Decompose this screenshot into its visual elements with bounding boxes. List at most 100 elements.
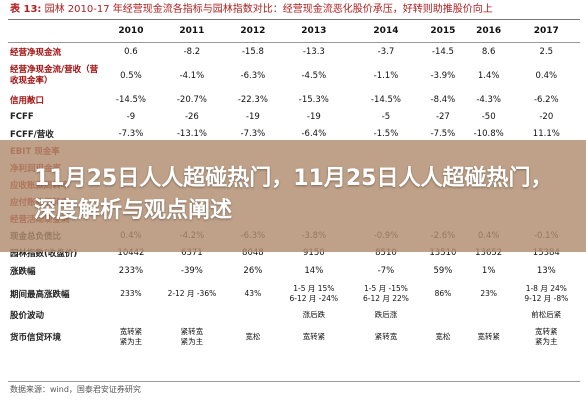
header-cell: 2011 [154,19,229,43]
table-cell: 跌后涨 [351,308,421,322]
monetary-row: 货币信贷环境 宽转紧 紧为主 紧转宽 紧为主 宽松 宽转紧 紧转宽 宽松 宽转紧 宽转紧 紧为主 [8,322,580,352]
table-row: FCFF -9 -26 -19 -19 -5 -27 -50 -20 [8,109,580,126]
cell-line: 宽松 [245,331,261,341]
cell-line: 43% [244,288,262,298]
cashflow-table: 2010 2011 2012 2013 2014 2015 2016 2017 … [8,19,580,352]
source-divider [8,381,580,382]
title-overlay-band [0,140,586,252]
table-cell: -15.8 [241,46,264,57]
table-cell: -4.5% [301,70,327,81]
period-row: 期间最高涨跌幅 233% 2-12 月 -36% 43% 1-5 月 15% 6-12 月… [8,280,580,308]
cell-line: 宽转紧 [119,326,143,336]
cell-line: 86% [434,288,452,298]
table-cell [421,308,465,322]
table-cell [229,308,277,322]
table-cell: -6.4% [301,129,327,139]
cell-line: 紧为主 [535,336,558,346]
table-cell: 11.1% [532,129,560,139]
table-cell: -50 [481,112,496,122]
cell-line: 紧为主 [180,336,204,346]
cell-line: 233% [120,288,142,298]
table-cell: -27 [435,112,450,122]
table-cell: 59% [433,265,453,276]
table-cell: 23% [465,280,513,308]
table-caption: 表 13: 园林 2010-17 年经营现金流各指标与园林指数对比：经营现金流恶… [10,2,576,18]
table-cell: -19 [306,112,321,122]
cell-line: 宽转紧 [302,331,326,341]
table-cell: 8510 [375,248,397,258]
table-cell: 8048 [242,248,264,258]
table-row: 经营净现金流/营收（营收现金率） 0.5% -4.1% -6.3% -4.5% -1.1%… [8,61,580,91]
source-note: 数据来源：wind，国泰君安证券研究 [10,385,141,394]
header-cell: 2010 [107,19,155,43]
table-row: 园林指数(收盘价) 10442 6371 8048 9150 8510 13510 13652… [8,245,580,262]
header-cell: 2017 [512,19,580,43]
row-label: FCFF/营收 [10,130,54,140]
cell-line: 前松后紧 [531,309,562,319]
table-cell: 233% [107,280,155,308]
header-cell: 2014 [350,19,422,43]
cell-line: 23% [480,288,497,298]
table-cell: -7.3% [240,129,266,139]
table-cell: -13.3 [302,46,325,57]
cell-line: 紧为主 [119,336,143,346]
row-label: 经营净现金流/营收（营收现金率） [10,64,99,86]
cell-line: 跌后涨 [374,309,398,319]
table-cell: -4.1% [179,70,205,81]
table-cell: -26 [184,112,199,122]
table-cell: -22.3% [237,94,268,105]
table-cell: -20 [539,112,554,122]
table-cell: -7.5% [430,129,456,139]
row-label: 园林指数(收盘价) [10,249,78,259]
table-cell: -15.3% [298,94,329,105]
table-cell: 紧转宽 紧为主 [155,322,229,352]
table-cell: 6371 [181,248,203,258]
table-header-row: 2010 2011 2012 2013 2014 2015 2016 2017 [8,19,580,43]
table-cell: 9150 [303,248,325,258]
table-cell: 1.4% [477,70,500,81]
table-cell: 涨后跌 [277,308,351,322]
table-cell: 紧转宽 [351,322,421,352]
table-cell: -14.5% [115,94,146,105]
table-cell: 宽转紧 紧为主 [513,322,580,352]
table-cell: 宽转紧 [465,322,513,352]
row-label: 股价波动 [10,310,45,321]
table-cell: 10442 [117,248,145,258]
cell-line: 6-12 月 22% [362,293,409,303]
header-cell: 2012 [228,19,277,43]
table-cell: 宽转紧 紧为主 [107,322,155,352]
table-cell: 2-12 月 -36% [155,280,229,308]
table-cell: -7% [377,265,395,276]
table-row: 经营净现金流 0.6 -8.2 -15.8 -13.3 -3.7 -14.5 8.6 2.5 [8,43,580,61]
header-cell: 2013 [276,19,351,43]
table-cell: 2.5 [539,46,554,57]
table-body: 经营净现金流 0.6 -8.2 -15.8 -13.3 -3.7 -14.5 8.6 2.5 经营… [8,43,580,352]
table-cell: 26% [243,265,263,276]
row-label: 货币信贷环境 [10,332,62,343]
cell-line: 宽转紧 [477,331,500,341]
table-cell: 宽松 [229,322,277,352]
table-cell: -3.7 [377,46,395,57]
row-label: 经营净现金流 [10,47,62,58]
table-cell: -10.8% [473,129,504,139]
table-cell: 1% [481,265,496,276]
table-title: 园林 2010-17 年经营现金流各指标与园林指数对比：经营现金流恶化股价承压，… [44,4,493,15]
wave-row: 股价波动 涨后跌 跌后涨 前松后紧 [8,308,580,322]
table-cell: 宽转紧 [277,322,351,352]
table-cell: -3.9% [430,70,456,81]
table-cell: 0.6 [124,46,138,57]
table-cell: -13.1% [176,129,207,139]
row-label: 期间最高涨跌幅 [10,289,70,300]
table-cell: -8.2 [183,46,201,57]
table-cell: 14% [304,265,324,276]
table-cell: -39% [180,265,203,276]
table-cell: 1-8 月 24% 9-12 月 -8% [513,280,580,308]
table-cell: -6.2% [533,94,559,105]
cell-line: 1-5 月 15% [293,283,335,293]
header-cell: 2015 [421,19,465,43]
table-cell: 前松后紧 [513,308,580,322]
table-cell: 宽松 [421,322,465,352]
table-cell: 233% [118,265,144,276]
table-cell: 13510 [429,248,457,258]
